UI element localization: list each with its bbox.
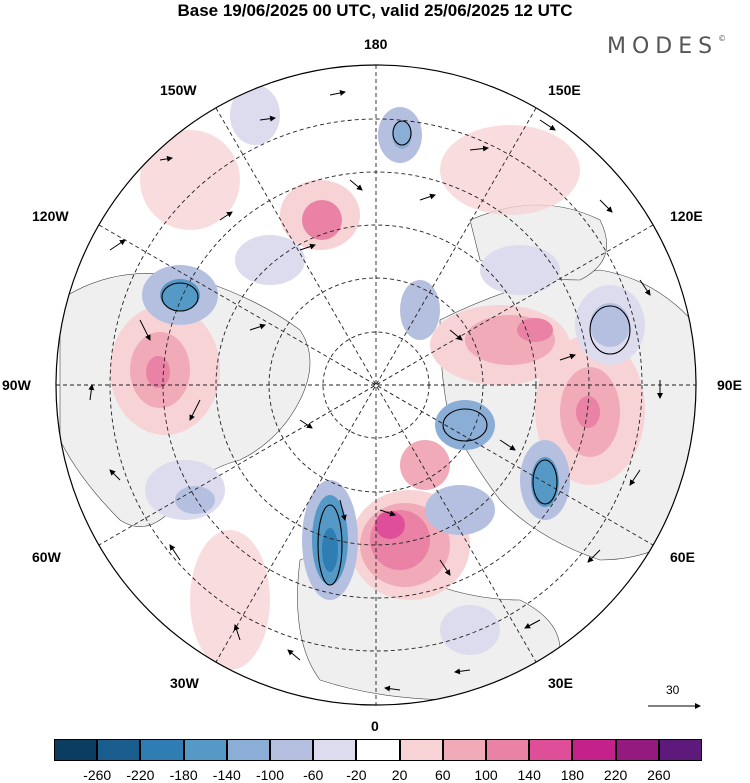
brand-name: MODES <box>607 34 719 59</box>
colorbar-tick-label: 60 <box>435 767 451 783</box>
colorbar-segment <box>658 739 702 761</box>
graticule <box>56 65 696 705</box>
colorbar-tick-label: -220 <box>126 767 155 783</box>
colorbar-tick-label: -60 <box>303 767 324 783</box>
colorbar-segment <box>399 739 443 761</box>
colorbar-tick-label: 20 <box>391 767 408 783</box>
colorbar-tick-label: 100 <box>474 767 498 783</box>
colorbar-segment <box>313 739 357 761</box>
map-boundary <box>55 64 697 706</box>
anomaly-field <box>110 85 645 670</box>
contour-lines <box>161 120 631 586</box>
lon-label-0: 0 <box>371 718 379 734</box>
colorbar-tick-label: -20 <box>346 767 367 783</box>
colorbar-segment <box>442 739 486 761</box>
colorbar-segment <box>356 739 400 761</box>
lon-label-90e: 90E <box>717 377 742 393</box>
colorbar-segment <box>226 739 270 761</box>
lon-label-120e: 120E <box>670 208 703 224</box>
colorbar-segment <box>615 739 659 761</box>
lon-label-150w: 150W <box>160 82 197 98</box>
lon-label-60w: 60W <box>32 549 61 565</box>
colorbar-segment <box>486 739 530 761</box>
colorbar-tick-label: -140 <box>212 767 241 783</box>
lon-label-30e: 30E <box>548 675 573 691</box>
lon-label-150e: 150E <box>548 82 581 98</box>
lon-label-120w: 120W <box>32 208 69 224</box>
colorbar-tick-label: 260 <box>647 767 671 783</box>
map-title: Base 19/06/2025 00 UTC, valid 25/06/2025… <box>177 1 573 20</box>
lon-label-60e: 60E <box>670 549 695 565</box>
colorbar-tick-label: -100 <box>255 767 285 783</box>
colorbar-segment <box>183 739 227 761</box>
colorbar-segment <box>97 739 141 761</box>
colorbar <box>54 739 702 761</box>
lon-label-90w: 90W <box>2 377 31 393</box>
colorbar-tick-label: -260 <box>83 767 112 783</box>
colorbar-tick-label: 220 <box>603 767 628 783</box>
colorbar-segment <box>529 739 573 761</box>
wind-vectors <box>88 90 663 692</box>
lon-label-180: 180 <box>364 36 388 52</box>
colorbar-segment <box>572 739 616 761</box>
colorbar-segment <box>270 739 314 761</box>
colorbar-tick-label: -180 <box>169 767 198 783</box>
copyright-mark: © <box>718 34 727 43</box>
colorbar-segment <box>140 739 184 761</box>
colorbar-tick-label: 140 <box>517 767 541 783</box>
colorbar-segment <box>54 739 98 761</box>
colorbar-tick-label: 180 <box>560 767 585 783</box>
wind-scale-label: 30 <box>666 683 680 697</box>
map-field <box>56 65 696 705</box>
brand-logo: MODES© <box>607 34 726 59</box>
lon-label-30w: 30W <box>170 675 199 691</box>
